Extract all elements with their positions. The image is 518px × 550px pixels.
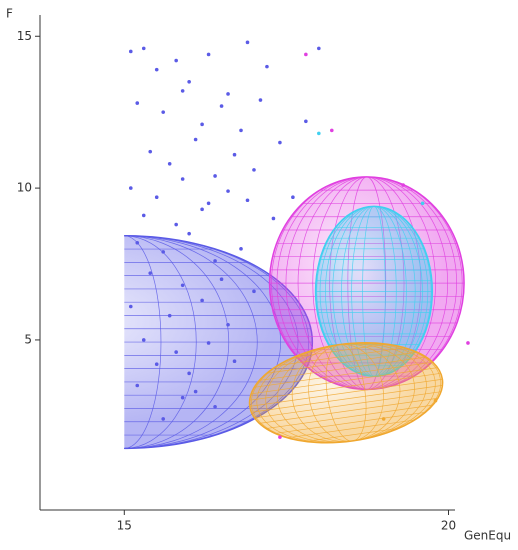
point: [304, 119, 308, 124]
point: [187, 231, 191, 236]
ellipsoid-latitude: [249, 378, 443, 407]
ellipsoid-latitude: [287, 419, 415, 439]
point: [148, 271, 153, 275]
x-axis-title: GenEqu: [464, 529, 511, 543]
point: [128, 304, 133, 309]
point: [206, 201, 211, 206]
ellipsoid-latitude: [254, 361, 433, 388]
ellipsoid-latitude: [305, 427, 399, 442]
point: [245, 198, 250, 203]
point: [466, 341, 470, 345]
point: [154, 195, 159, 200]
point: [174, 350, 178, 354]
point: [252, 168, 256, 172]
point: [239, 128, 243, 133]
point: [226, 92, 230, 96]
point: [291, 195, 295, 200]
point: [141, 46, 146, 51]
point: [206, 52, 211, 57]
point: [187, 80, 191, 84]
point: [128, 186, 133, 190]
point: [226, 322, 230, 327]
point: [161, 417, 166, 421]
x-tick-label: 20: [441, 519, 456, 533]
point: [167, 313, 172, 318]
point: [278, 435, 282, 439]
ellipsoid-latitude: [266, 351, 418, 374]
x-tick-label: 15: [117, 519, 132, 533]
ellipsoid-latitude: [259, 356, 427, 381]
point: [154, 67, 159, 72]
point: [167, 162, 172, 166]
point: [128, 49, 133, 54]
point: [180, 283, 185, 288]
point: [401, 183, 405, 187]
point: [213, 404, 217, 409]
ellipsoid-latitude: [251, 367, 438, 395]
point: [317, 131, 321, 136]
point: [187, 371, 191, 376]
point: [329, 128, 334, 133]
point: [154, 362, 159, 367]
y-tick-label: 15: [17, 29, 32, 43]
point: [381, 417, 386, 421]
ellipsoid-latitude: [249, 372, 441, 401]
ellipsoid-latitude: [277, 347, 405, 366]
point: [304, 52, 308, 57]
point: [180, 395, 185, 400]
point: [245, 40, 250, 45]
point: [271, 216, 276, 221]
point: [206, 341, 211, 345]
point: [219, 104, 224, 108]
point: [200, 122, 204, 127]
ellipsoid-latitude: [293, 343, 387, 358]
point: [213, 174, 217, 178]
point: [200, 298, 204, 303]
point: [265, 64, 269, 69]
point: [226, 189, 230, 193]
point: [200, 207, 204, 212]
point: [161, 250, 166, 254]
point: [193, 389, 198, 394]
ellipsoid-latitude: [265, 404, 433, 429]
ellipsoid-latitude: [259, 397, 438, 424]
ellipsoid-latitude: [275, 411, 426, 434]
point: [180, 177, 185, 181]
ellipsoid-latitude: [251, 385, 443, 413]
point: [193, 137, 198, 142]
point: [219, 277, 224, 282]
point: [232, 152, 237, 157]
point: [239, 247, 243, 251]
point: [148, 149, 153, 154]
point: [433, 398, 438, 403]
point: [252, 289, 256, 294]
point: [258, 98, 263, 102]
ellipsoid: [248, 342, 444, 444]
point: [141, 213, 146, 218]
point: [213, 259, 217, 263]
y-tick-label: 5: [24, 332, 32, 346]
y-tick-label: 10: [17, 181, 32, 195]
point: [135, 383, 140, 388]
point: [135, 101, 140, 105]
point: [278, 140, 282, 145]
ellipsoid-latitude: [254, 391, 442, 419]
point: [420, 201, 425, 206]
point: [180, 89, 185, 93]
point: [174, 58, 178, 63]
point: [232, 359, 237, 363]
point: [174, 222, 178, 227]
point: [317, 46, 321, 51]
point: [141, 338, 146, 342]
point: [135, 240, 140, 245]
point: [161, 110, 166, 114]
y-axis-title: F: [6, 7, 13, 21]
